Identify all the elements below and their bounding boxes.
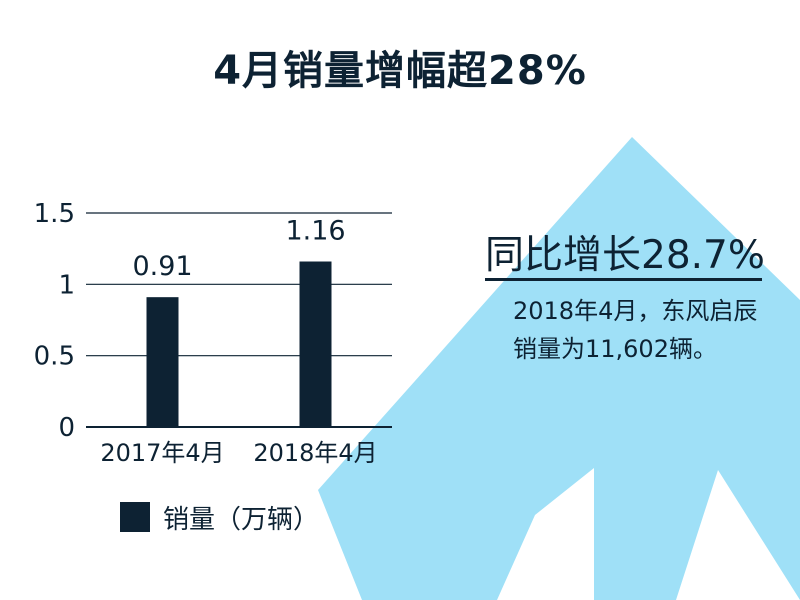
bar <box>146 297 179 427</box>
heading-underline <box>485 278 762 281</box>
x-tick-label: 2017年4月 <box>100 439 224 467</box>
bar <box>299 261 332 427</box>
page-title: 4月销量增幅超28% <box>213 48 587 94</box>
y-tick-label: 0.5 <box>34 342 75 372</box>
x-tick-label: 2018年4月 <box>253 439 377 467</box>
legend-label: 销量（万辆） <box>163 505 319 535</box>
sales-description: 2018年4月，东风启辰销量为11,602辆。 <box>513 297 758 363</box>
data-label: 0.91 <box>132 251 192 282</box>
y-tick-label: 1 <box>58 270 75 300</box>
growth-heading: 同比增长28.7% <box>485 233 765 278</box>
y-tick-label: 0 <box>58 413 75 443</box>
arrow-shape <box>318 137 800 600</box>
y-tick-label: 1.5 <box>34 199 75 229</box>
legend-swatch <box>120 502 150 532</box>
data-label: 1.16 <box>285 216 345 247</box>
